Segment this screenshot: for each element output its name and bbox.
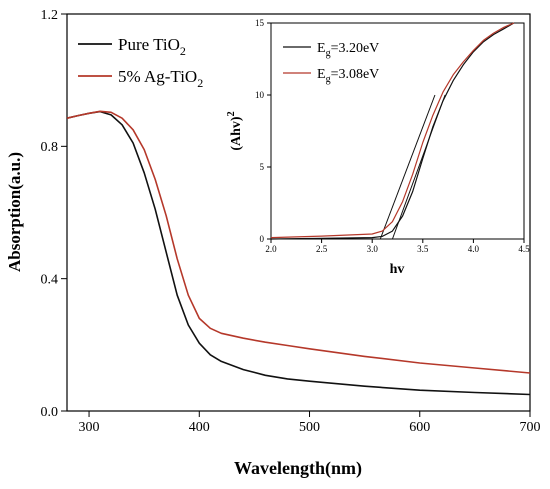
x-tick-label: 600	[409, 420, 430, 435]
y-tick-label: 0.0	[41, 405, 59, 420]
inset-background	[271, 23, 524, 239]
tangent-line	[379, 94, 436, 240]
y-tick-label: 5	[260, 162, 265, 172]
y-tick-label: 0	[260, 234, 265, 244]
y-tick-label: 10	[255, 90, 265, 100]
main-y-axis-label: Absorption(a.u.)	[5, 152, 24, 272]
inset-x-axis-label: hv	[390, 262, 405, 277]
inset-legend-label-2: Eg=3.08eV	[317, 67, 379, 85]
x-tick-label: 500	[299, 420, 320, 435]
x-tick-label: 400	[189, 420, 210, 435]
legend-label-ag: 5% Ag-TiO2	[118, 67, 203, 90]
x-tick-label: 700	[520, 420, 541, 435]
main-x-axis-label: Wavelength(nm)	[234, 458, 362, 479]
x-tick-label: 3.5	[417, 244, 429, 254]
x-tick-label: 4.0	[468, 244, 480, 254]
x-tick-label: 3.0	[367, 244, 379, 254]
x-tick-label: 2.5	[316, 244, 328, 254]
series-line-0	[270, 22, 515, 240]
x-tick-label: 2.0	[265, 244, 277, 254]
main-legend: Pure TiO2 5% Ag-TiO2	[78, 35, 203, 90]
series-line-1	[66, 110, 531, 374]
inset-plot-frame	[270, 22, 525, 240]
x-tick-label: 4.5	[518, 244, 530, 254]
inset-legend: Eg=3.20eV Eg=3.08eV	[283, 41, 379, 85]
x-tick-label: 300	[79, 420, 100, 435]
series-line-1	[270, 22, 515, 239]
inset-legend-label-1: Eg=3.20eV	[317, 41, 379, 59]
main-plot-frame	[66, 13, 531, 412]
series-line-0	[66, 110, 531, 396]
y-tick-label: 0.4	[41, 273, 59, 288]
y-tick-label: 15	[255, 18, 265, 28]
y-tick-label: 1.2	[41, 8, 59, 23]
y-tick-label: 0.8	[41, 140, 59, 155]
legend-label-pure: Pure TiO2	[118, 35, 186, 58]
inset-y-axis-label: (Ahv)2	[226, 111, 244, 150]
